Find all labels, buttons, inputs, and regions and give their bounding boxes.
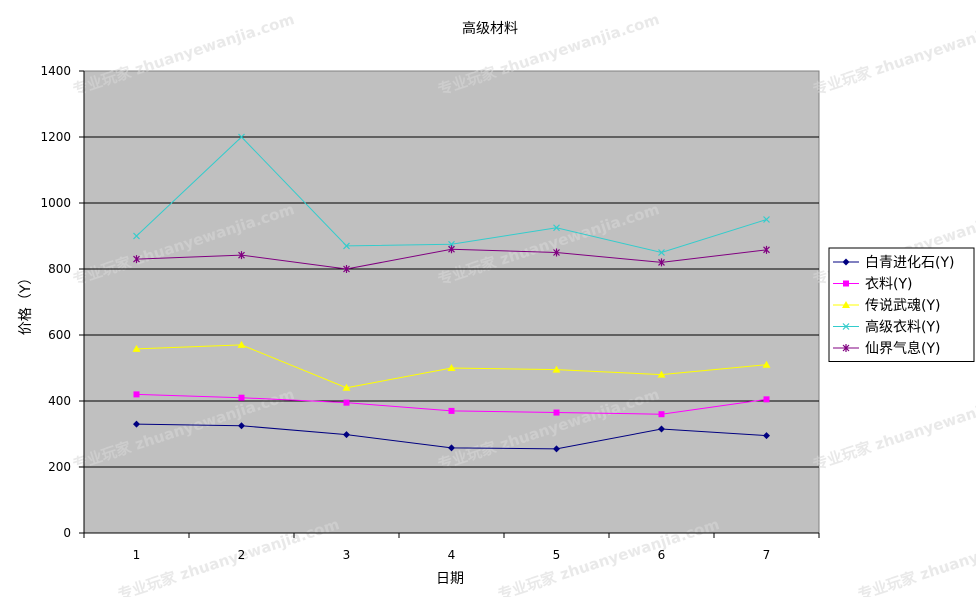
data-point: [763, 216, 770, 223]
data-point: [553, 445, 560, 453]
x-tick-label: 3: [343, 548, 351, 562]
x-tick-label: 7: [763, 548, 771, 562]
series-4: [133, 133, 770, 256]
y-tick-label: 400: [48, 394, 71, 408]
legend-label: 衣料(Y): [865, 277, 912, 293]
legend-label: 高级衣料(Y): [865, 319, 940, 336]
legend-marker: [843, 280, 849, 287]
series-2: [133, 391, 770, 418]
legend-marker: [842, 344, 850, 352]
legend-item: 白青进化石(Y): [833, 255, 954, 271]
legend-label: 仙界气息(Y): [865, 340, 940, 357]
y-tick-label: 600: [48, 328, 71, 342]
y-axis-title: 价格（Y）: [18, 271, 34, 336]
data-point: [238, 422, 245, 430]
legend-marker: [842, 323, 850, 330]
data-point: [763, 245, 770, 254]
x-tick-label: 4: [448, 548, 456, 562]
data-point: [553, 409, 560, 416]
series-1: [133, 420, 770, 453]
data-point: [658, 411, 665, 418]
legend-marker: [842, 258, 850, 266]
data-point: [448, 240, 455, 248]
legend-marker: [842, 301, 850, 308]
series-layer: [132, 133, 771, 453]
x-tick-label: 2: [238, 548, 246, 562]
y-tick-label: 200: [48, 460, 71, 474]
y-tick-label: 800: [48, 262, 71, 276]
legend-label: 白青进化石(Y): [865, 255, 954, 271]
data-point: [237, 340, 246, 348]
data-point: [657, 370, 666, 378]
data-point: [448, 444, 455, 452]
data-point: [133, 420, 140, 428]
axes: [79, 70, 820, 538]
data-point: [343, 399, 350, 406]
watermark: 专业玩家 zhuanyewanjia.com: [811, 385, 976, 474]
y-tick-labels: 0 200 400 600 800 1000 1200 1400: [40, 64, 71, 540]
data-point: [448, 245, 455, 254]
data-point: [658, 425, 665, 433]
data-point: [238, 133, 245, 141]
data-point: [763, 396, 770, 403]
series-5: [133, 245, 770, 273]
data-point: [658, 249, 665, 256]
x-tick-label: 1: [133, 548, 141, 562]
data-point: [553, 248, 560, 257]
data-point: [342, 383, 351, 391]
x-tick-labels: 1 2 3 4 5 6 7: [133, 548, 771, 562]
legend-label: 传说武魂(Y): [865, 298, 940, 314]
series-3: [132, 340, 771, 391]
data-point: [238, 251, 245, 260]
chart-title: 高级材料: [462, 20, 518, 37]
data-point: [447, 364, 456, 371]
data-point: [762, 360, 771, 368]
x-tick-label: 5: [553, 548, 561, 562]
y-tick-label: 1200: [40, 130, 71, 144]
legend: 白青进化石(Y) 衣料(Y) 传说武魂(Y) 高级衣料(Y) 仙界气息(Y): [828, 247, 975, 362]
data-point: [343, 242, 350, 250]
data-point: [133, 391, 140, 398]
legend-item: 传说武魂(Y): [833, 298, 940, 314]
data-point: [553, 224, 560, 232]
data-point: [133, 255, 140, 264]
watermark: 专业玩家 zhuanyewanjia.com: [856, 515, 976, 597]
data-point: [132, 344, 141, 352]
data-point: [658, 258, 665, 267]
watermark: 专业玩家 zhuanyewanjia.com: [811, 10, 976, 99]
x-axis-title: 日期: [436, 571, 464, 587]
data-point: [343, 431, 350, 439]
data-point: [552, 365, 561, 373]
data-point: [763, 432, 770, 440]
legend-item: 衣料(Y): [833, 277, 912, 293]
y-tick-label: 1400: [40, 64, 71, 78]
x-tick-label: 6: [658, 548, 666, 562]
y-tick-label: 1000: [40, 196, 71, 210]
data-point: [133, 232, 140, 240]
data-point: [238, 394, 245, 401]
gridlines: [84, 136, 819, 468]
y-tick-label: 0: [63, 526, 71, 540]
data-point: [343, 265, 350, 273]
legend-item: 仙界气息(Y): [833, 340, 940, 357]
plot-area: [83, 70, 820, 534]
legend-item: 高级衣料(Y): [833, 319, 940, 336]
data-point: [448, 407, 455, 414]
